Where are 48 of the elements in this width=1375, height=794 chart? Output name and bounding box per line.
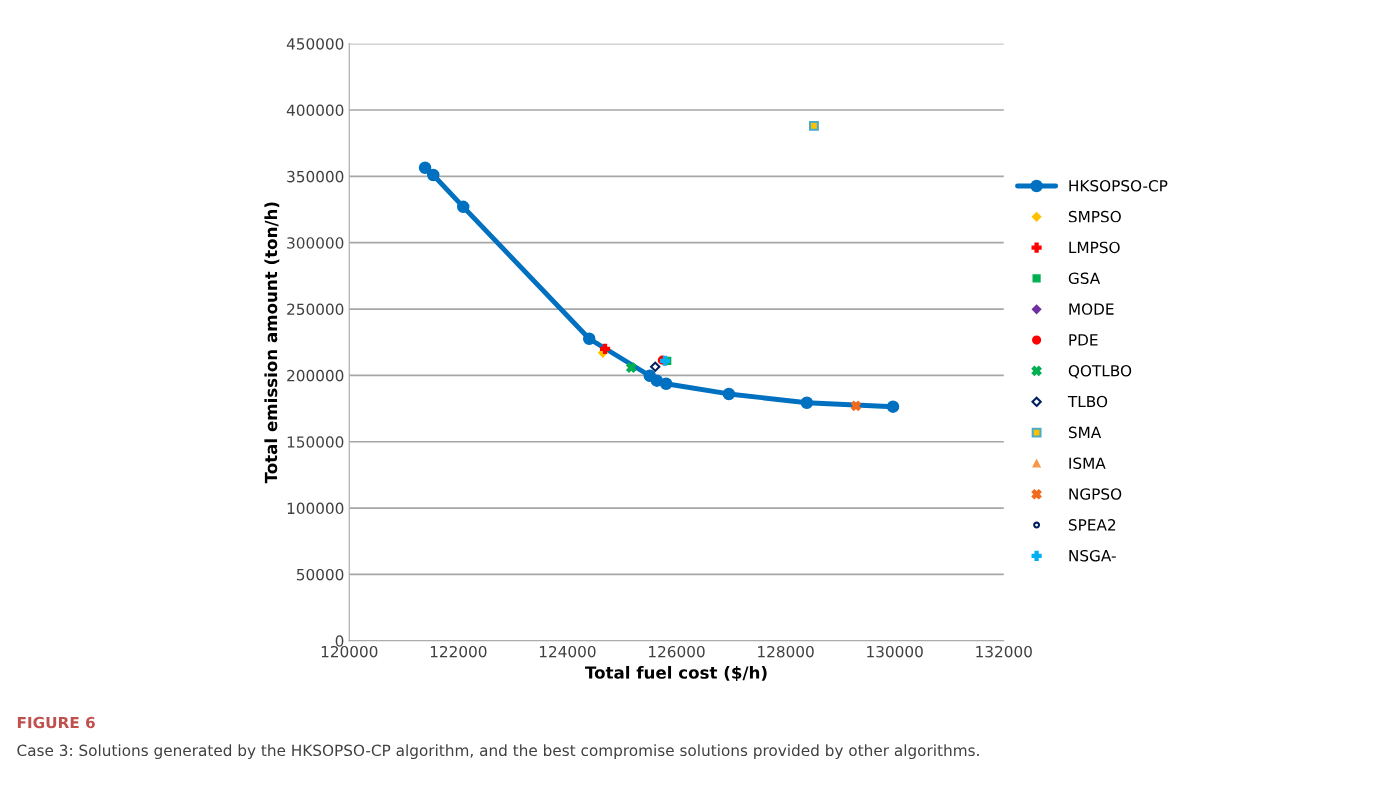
legend-label: SMPSO [1068,210,1121,223]
point [582,332,596,346]
y-axis-title: Total emission amount (ton/h) [264,202,280,484]
x-tick-label: 124000 [539,645,596,658]
x-tick-label: 128000 [758,645,814,658]
y-tick-label: 150000 [287,436,344,448]
point [659,355,671,366]
x-tick-label: 120000 [321,645,378,658]
y-tick-label: 450000 [286,38,344,50]
legend-label: NGPSO [1069,488,1122,500]
legend-label: LMPSO [1069,241,1120,254]
legend-label: SPEA2 [1068,519,1116,531]
y-tick-label: 200000 [287,369,344,382]
x-tick-label: 130000 [867,645,923,658]
y-tick-label: 250000 [287,303,344,316]
x-tick-label: 126000 [649,645,705,658]
point [722,387,736,401]
legend-label: NSGA- [1069,549,1116,562]
caption: FIGURE 6 [17,716,95,729]
point [659,377,673,390]
legend-label: TLBO [1067,395,1108,408]
legend-label: MODE [1069,303,1114,315]
x-tick-label: 122000 [430,645,487,658]
y-tick-label: 0 [335,635,344,647]
point [886,400,900,413]
y-tick-label: 50000 [296,568,344,581]
point [418,161,432,174]
y-tick-label: 400000 [286,104,344,117]
legend-label: GSA [1068,272,1101,285]
y-tick-label: 300000 [287,237,344,249]
legend-label: ISMA [1069,457,1106,469]
x-axis-title: Total fuel cost ($/h) [585,665,767,682]
point [456,200,470,214]
point [650,361,661,372]
point [599,343,611,354]
point [800,396,814,409]
legend-label: SMA [1068,426,1102,439]
point [809,121,819,131]
point [626,362,637,373]
legend-label: QOTLBO [1068,364,1132,379]
point [850,400,862,411]
text: Case 3: Solutions generated by the HKSOPSO-CP algorithm, and the best compromise solutions provided by other algorithms. [17,744,979,760]
legend-label: PDE [1069,334,1098,346]
point [426,168,440,182]
legend-label: HKSOPSO-CP [1069,179,1168,192]
x-tick-label: 132000 [976,645,1032,658]
y-tick-label: 100000 [287,502,344,515]
y-tick-label: 350000 [287,170,344,183]
